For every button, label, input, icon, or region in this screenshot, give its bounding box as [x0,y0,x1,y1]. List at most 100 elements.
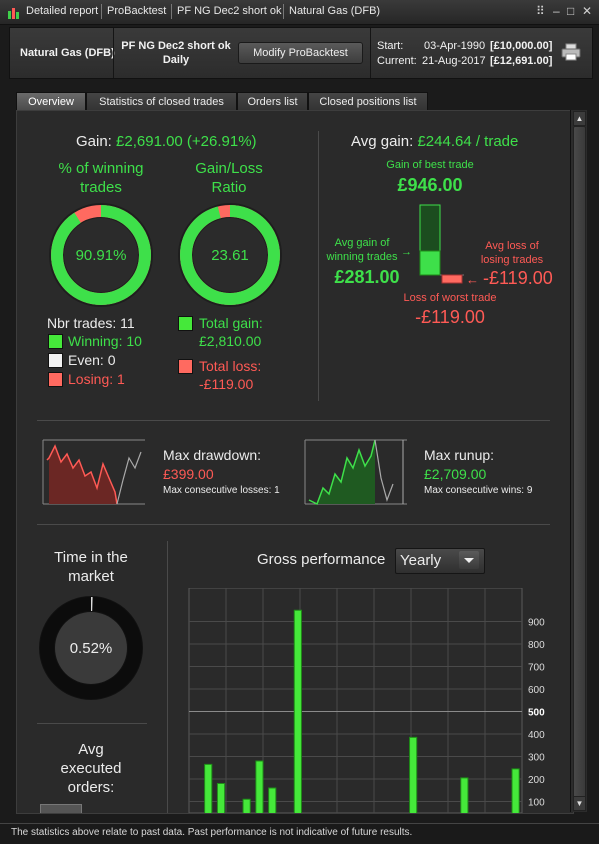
performance-bar [255,760,264,813]
performance-bar [242,798,251,813]
grip-icon[interactable]: ⠿ [536,4,545,18]
avg-gain-bars [419,204,464,284]
chevron-down-icon[interactable] [459,551,479,569]
strategy-name: PF NG Dec2 short ok [121,40,231,52]
max-runup-sparkline [304,439,407,506]
avg-loss-arrow-icon: ← [466,272,479,287]
losing-count: Losing: 1 [68,371,125,387]
crumb-instrument[interactable]: Natural Gas (DFB) [289,5,381,17]
total-gain-label: Total gain: [199,315,263,331]
total-gain-value: £2,810.00 [199,333,262,349]
minimize-icon[interactable]: – [553,4,560,18]
y-tick-label: 600 [528,685,545,696]
avg-loss-label-2: losing trades [480,254,544,266]
runup-sub: Max consecutive wins: 9 [424,485,533,496]
drawdown-label: Max drawdown: [163,447,262,463]
performance-bar [511,768,520,813]
vertical-scrollbar[interactable]: ▲ ▼ [570,110,587,812]
gain-loss-ratio-ring [178,203,282,307]
avg-win-arrow-icon: → [401,246,412,258]
disclaimer-footer: The statistics above relate to past data… [0,823,599,844]
total-loss-value: -£119.00 [199,376,254,392]
winning-count: Winning: 10 [68,333,142,349]
avg-win-value: £281.00 [334,267,400,287]
strategy-timeframe: Daily [162,54,190,66]
tab-overview[interactable]: Overview [16,92,86,111]
scroll-up-icon[interactable]: ▲ [573,111,586,126]
ratio-ring-title-1: Gain/Loss [195,160,263,177]
winning-ring-value: 90.91% [75,247,127,264]
scroll-down-icon[interactable]: ▼ [573,796,586,811]
report-header: Natural Gas (DFB) PF NG Dec2 short ok Da… [9,27,593,79]
start-capital: [£10,000.00] [490,40,553,52]
y-tick-label: 900 [528,618,545,629]
winning-ring-title-1: % of winning [58,160,144,177]
tab-orders-list[interactable]: Orders list [237,92,308,111]
gain-label: Gain: [76,133,112,150]
ratio-ring-title-2: Ratio [211,179,247,196]
ratio-ring-value: 23.61 [211,247,249,264]
crumb-probacktest[interactable]: ProBacktest [107,5,167,17]
scroll-thumb[interactable] [573,126,586,798]
y-tick-label: 200 [528,775,545,786]
maximize-icon[interactable]: □ [567,4,575,18]
current-date: 21-Aug-2017 [422,55,486,67]
avg-gain-label: Avg gain: [351,133,414,150]
period-select-value: Yearly [400,552,442,569]
total-loss-label: Total loss: [199,358,262,374]
current-label: Current: [377,55,417,67]
best-trade-label: Gain of best trade [386,159,474,171]
period-select[interactable]: Yearly [395,548,485,574]
y-tick-label: 300 [528,753,545,764]
performance-bar [204,763,213,813]
winning-trades-ring [49,203,153,307]
best-trade-value: £946.00 [397,175,463,195]
market-time-value: 0.52% [69,640,113,657]
worst-trade-value: -£119.00 [415,307,485,327]
max-drawdown-sparkline [42,439,145,505]
avg-win-label-1: Avg gain of [334,237,390,249]
losing-legend-swatch [48,372,63,387]
crumb-strategy[interactable]: PF NG Dec2 short ok [177,5,282,17]
orders-icon [40,804,82,813]
disclaimer-text: The statistics above relate to past data… [11,827,413,838]
crumb-detailed-report[interactable]: Detailed report [26,5,99,17]
tab-statistics-closed-trades[interactable]: Statistics of closed trades [86,92,237,111]
total-loss-swatch [178,359,193,374]
performance-bar [268,787,277,813]
y-tick-label: 800 [528,640,545,651]
avg-gain-row: Avg gain: £244.64 / trade [351,133,518,150]
performance-bar [216,783,226,813]
winning-ring-title-2: trades [80,179,122,196]
performance-bar [409,736,418,813]
close-icon[interactable]: ✕ [582,4,593,18]
gross-performance-label: Gross performance [257,551,386,568]
y-tick-label: 700 [528,663,545,674]
time-in-market-ring [39,596,143,700]
chart-bars-icon [7,6,21,20]
y-tick-label: 100 [528,798,545,809]
runup-value: £2,709.00 [424,466,487,482]
market-time-title-1: Time in the [54,549,128,566]
gain-value: £2,691.00 (+26.91%) [116,133,257,150]
start-label: Start: [377,40,404,52]
instrument-name: Natural Gas (DFB) [20,47,115,59]
even-count: Even: 0 [68,352,116,368]
market-time-title-2: market [68,568,114,585]
gross-performance-chart: 100 200 300 400 500 600 700 800 900 [188,588,545,813]
current-capital: [£12,691.00] [490,55,553,67]
y-tick-label: 500 [528,708,545,719]
avg-loss-label-1: Avg loss of [485,240,539,252]
tab-closed-positions-list[interactable]: Closed positions list [308,92,428,111]
y-tick-label: 400 [528,730,545,741]
nbr-trades: Nbr trades: 11 [47,315,135,331]
runup-label: Max runup: [424,447,495,463]
performance-bar [293,609,302,813]
plot-area [188,588,523,813]
avg-win-label-2: winning trades [326,251,398,263]
executed-orders-line-1: Avg [78,741,104,758]
modify-probacktest-button[interactable]: Modify ProBacktest [238,42,363,64]
printer-icon[interactable] [561,43,581,66]
performance-bar [460,777,469,813]
worst-trade-label: Loss of worst trade [403,292,497,304]
